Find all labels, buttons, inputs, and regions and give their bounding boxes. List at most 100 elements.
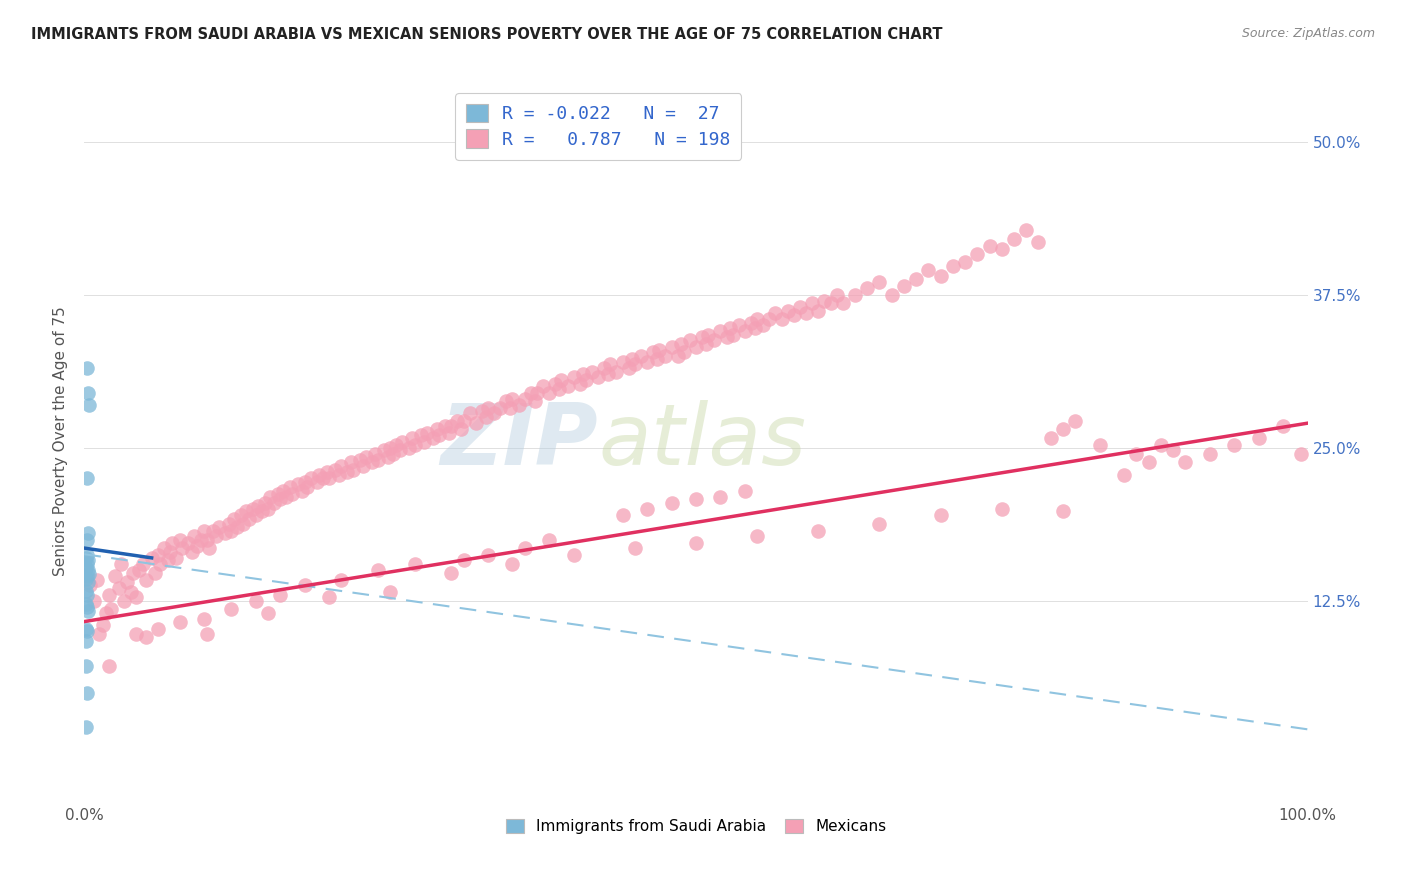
Text: Source: ZipAtlas.com: Source: ZipAtlas.com xyxy=(1241,27,1375,40)
Point xyxy=(295,480,318,494)
Point xyxy=(75,622,97,636)
Point xyxy=(474,410,496,425)
Point xyxy=(364,447,387,461)
Point xyxy=(979,238,1001,252)
Point xyxy=(917,263,939,277)
Point xyxy=(499,401,522,416)
Point xyxy=(636,355,658,369)
Point xyxy=(434,418,457,433)
Point xyxy=(727,318,749,333)
Point xyxy=(222,511,245,525)
Point xyxy=(186,539,208,553)
Point xyxy=(572,367,595,381)
Point xyxy=(482,406,505,420)
Point xyxy=(242,502,264,516)
Point xyxy=(1150,438,1173,452)
Point xyxy=(844,287,866,301)
Point xyxy=(770,312,793,326)
Point xyxy=(169,615,191,629)
Point xyxy=(1114,467,1136,482)
Point xyxy=(318,471,340,485)
Point xyxy=(709,324,731,338)
Point xyxy=(953,254,976,268)
Point xyxy=(427,428,450,442)
Point xyxy=(929,269,952,284)
Point xyxy=(122,566,145,580)
Point xyxy=(685,536,707,550)
Point xyxy=(690,330,713,344)
Point xyxy=(305,475,328,489)
Point xyxy=(263,496,285,510)
Y-axis label: Seniors Poverty Over the Age of 75: Seniors Poverty Over the Age of 75 xyxy=(53,307,69,576)
Point xyxy=(342,463,364,477)
Point xyxy=(352,458,374,473)
Point xyxy=(226,520,249,534)
Point xyxy=(218,516,240,531)
Point xyxy=(77,575,100,590)
Point xyxy=(266,487,288,501)
Point xyxy=(146,549,169,563)
Point xyxy=(271,483,294,498)
Point xyxy=(162,536,184,550)
Point xyxy=(758,312,780,326)
Point xyxy=(76,471,98,485)
Point xyxy=(752,318,775,333)
Point xyxy=(599,358,621,372)
Point xyxy=(740,316,762,330)
Point xyxy=(1137,455,1160,469)
Point xyxy=(125,590,148,604)
Point xyxy=(377,450,399,465)
Point xyxy=(477,549,499,563)
Point xyxy=(685,492,707,507)
Point xyxy=(1272,418,1295,433)
Point xyxy=(135,631,157,645)
Point xyxy=(477,401,499,416)
Point xyxy=(76,361,98,376)
Point xyxy=(807,303,830,318)
Point xyxy=(77,385,100,400)
Point xyxy=(380,441,402,455)
Point xyxy=(76,557,98,571)
Text: atlas: atlas xyxy=(598,400,806,483)
Point xyxy=(789,300,811,314)
Point xyxy=(398,441,420,455)
Point xyxy=(1015,222,1038,236)
Point xyxy=(208,520,231,534)
Point xyxy=(624,541,647,555)
Point xyxy=(643,345,665,359)
Point xyxy=(75,583,97,598)
Point xyxy=(523,394,546,409)
Point xyxy=(672,345,695,359)
Point xyxy=(685,340,707,354)
Point xyxy=(825,287,848,301)
Point xyxy=(159,545,181,559)
Point xyxy=(77,398,100,412)
Point xyxy=(744,320,766,334)
Point xyxy=(801,296,824,310)
Point xyxy=(593,361,616,376)
Point xyxy=(562,369,585,384)
Point xyxy=(409,428,432,442)
Point xyxy=(520,385,543,400)
Point xyxy=(575,373,598,387)
Point xyxy=(471,404,494,418)
Point xyxy=(404,557,426,571)
Point xyxy=(245,508,267,522)
Point xyxy=(76,624,98,639)
Point xyxy=(450,422,472,436)
Point xyxy=(360,455,382,469)
Point xyxy=(125,627,148,641)
Point xyxy=(718,320,741,334)
Point xyxy=(495,394,517,409)
Text: IMMIGRANTS FROM SAUDI ARABIA VS MEXICAN SENIORS POVERTY OVER THE AGE OF 75 CORRE: IMMIGRANTS FROM SAUDI ARABIA VS MEXICAN … xyxy=(31,27,942,42)
Point xyxy=(141,550,163,565)
Point xyxy=(538,385,561,400)
Point xyxy=(820,296,842,310)
Point xyxy=(413,434,436,449)
Point xyxy=(1198,447,1220,461)
Point xyxy=(112,593,135,607)
Point xyxy=(193,524,215,538)
Point xyxy=(146,622,169,636)
Point xyxy=(776,303,799,318)
Point xyxy=(596,367,619,381)
